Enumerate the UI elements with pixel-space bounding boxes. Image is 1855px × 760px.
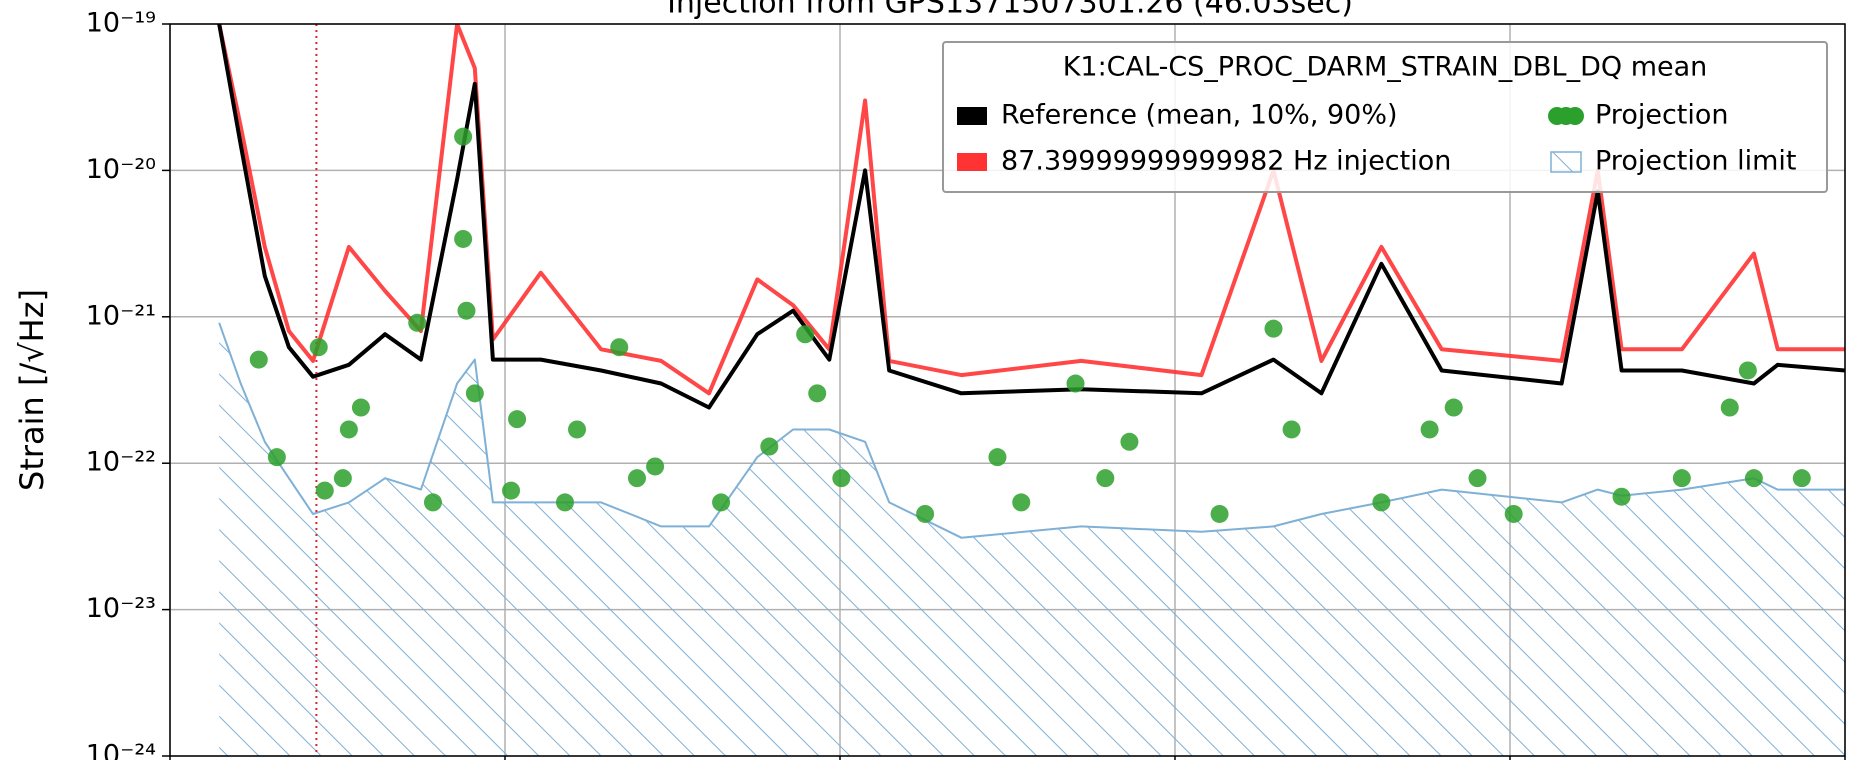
projection-point <box>351 398 370 417</box>
projection-point <box>457 301 476 320</box>
plot-area <box>217 24 1845 756</box>
projection-point <box>1738 361 1757 380</box>
projection-point <box>832 469 851 488</box>
projection-point <box>1744 469 1763 488</box>
projection-point <box>1264 319 1283 338</box>
projection-point <box>309 338 328 357</box>
projection-point <box>502 481 521 500</box>
series-line <box>218 322 1845 539</box>
projection-point <box>1444 398 1463 417</box>
projection-point <box>333 469 352 488</box>
projection-point <box>1210 504 1229 523</box>
projection-point <box>808 384 827 403</box>
y-tick-label: 10⁻²⁰ <box>86 154 156 185</box>
axes: 10⁻²⁴ 10⁻²³ 10⁻²² 10⁻²¹ 10⁻²⁰ 10⁻¹⁹ <box>86 8 1846 760</box>
y-tick-label: 10⁻²¹ <box>86 300 156 331</box>
projection-point <box>1504 504 1523 523</box>
series-line <box>217 24 1845 396</box>
legend-swatch <box>957 107 987 125</box>
axes-frame <box>169 23 1846 757</box>
projection-point <box>1792 469 1811 488</box>
y-tick-label: 10⁻²³ <box>86 593 156 624</box>
projection-point <box>267 448 286 467</box>
projection-point <box>988 448 1007 467</box>
projection-point <box>916 504 935 523</box>
projection-point <box>1066 374 1085 393</box>
y-tick-label: 10⁻²² <box>86 447 156 478</box>
projection-point <box>555 493 574 512</box>
projection-point <box>760 437 779 456</box>
legend-swatch <box>1566 107 1584 125</box>
projection-point <box>1012 493 1031 512</box>
projection-limit-area <box>219 322 1845 756</box>
projection-point <box>465 384 484 403</box>
legend-label: 87.39999999999982 Hz injection <box>1001 146 1451 177</box>
legend-label: Reference (mean, 10%, 90%) <box>1001 100 1398 131</box>
legend-box <box>942 41 1828 193</box>
legend-label: Projection limit <box>1595 146 1797 177</box>
projection-point <box>1120 432 1139 451</box>
legend-swatch <box>1550 151 1582 173</box>
projection-point <box>1282 420 1301 439</box>
y-tick-label: 10⁻¹⁹ <box>86 8 156 39</box>
projection-point <box>712 493 731 512</box>
projection-point <box>1372 493 1391 512</box>
projection-point <box>1420 420 1439 439</box>
projection-point <box>1468 469 1487 488</box>
projection-point <box>315 481 334 500</box>
projection-point <box>454 229 473 248</box>
projection-point <box>627 469 646 488</box>
projection-point <box>408 313 427 332</box>
projection-point <box>568 420 587 439</box>
projection-point <box>423 493 442 512</box>
y-tick-label: 10⁻²⁴ <box>86 740 156 760</box>
chart-title: Injection from GPS1371507301.26 (46.03se… <box>667 0 1353 21</box>
projection-point <box>1672 469 1691 488</box>
projection-point <box>454 127 473 146</box>
legend-title: K1:CAL-CS_PROC_DARM_STRAIN_DBL_DQ mean <box>1063 52 1708 83</box>
projection-point <box>339 420 358 439</box>
legend: K1:CAL-CS_PROC_DARM_STRAIN_DBL_DQ mean Re… <box>942 41 1828 193</box>
projection-point <box>796 325 815 344</box>
legend-swatch <box>957 153 987 171</box>
projection-point <box>1096 469 1115 488</box>
projection-point <box>610 338 629 357</box>
projection-point <box>249 350 268 369</box>
projection-point <box>1720 398 1739 417</box>
y-axis-label: Strain [/√Hz] <box>13 289 51 491</box>
projection-point <box>1612 487 1631 506</box>
projection-point <box>646 457 665 476</box>
legend-label: Projection <box>1595 100 1729 131</box>
projection-point <box>508 410 527 429</box>
